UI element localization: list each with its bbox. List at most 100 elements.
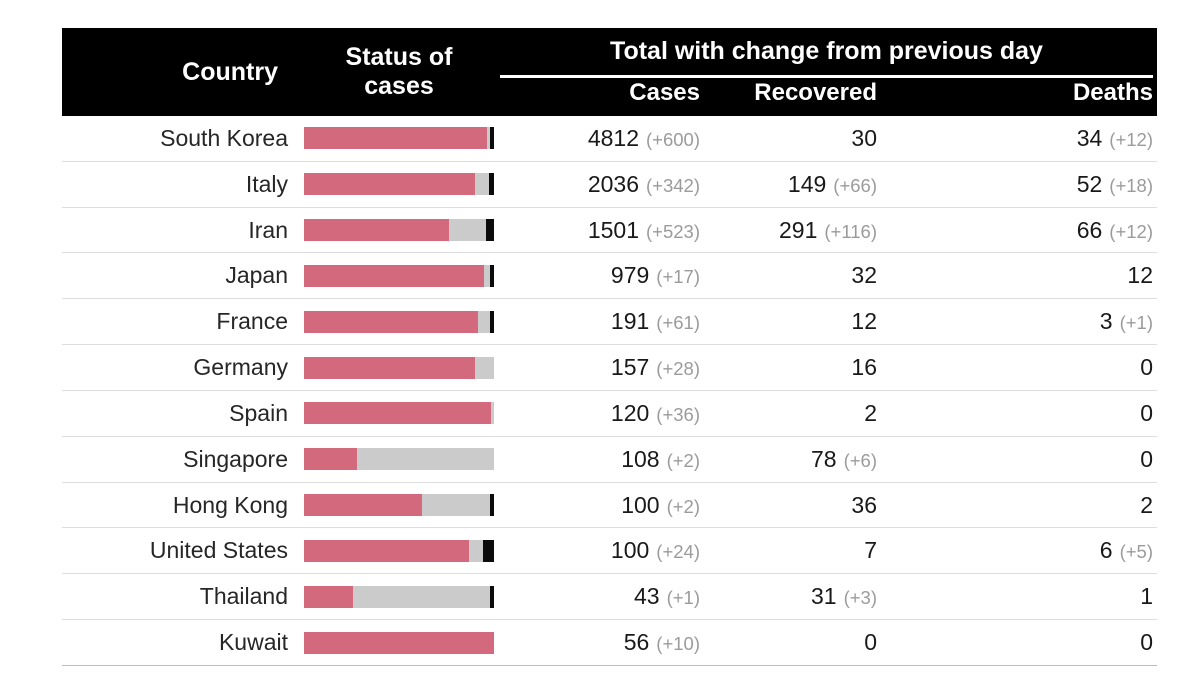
country-label: Italy	[245, 170, 288, 197]
status-bar-cell	[304, 631, 494, 654]
recovered-value: 31	[810, 583, 837, 610]
table-row: Thailand 43 (+1) 31 (+3) 1	[62, 574, 1157, 621]
table-row: France 191 (+61) 12 3 (+1)	[62, 299, 1157, 346]
status-stacked-bar	[304, 264, 494, 287]
cases-value: 191	[610, 308, 650, 335]
deaths-bar-segment	[482, 539, 494, 562]
column-header-recovered: Recovered	[754, 79, 877, 106]
country-label: Singapore	[183, 445, 288, 472]
recovered-bar-segment	[490, 402, 494, 425]
cases-change: (+1)	[666, 587, 700, 609]
status-stacked-bar	[304, 631, 494, 654]
column-group-header-total: Total with change from previous day	[500, 37, 1153, 78]
status-bar-cell	[304, 219, 494, 242]
cases-value: 979	[610, 262, 650, 289]
cases-value: 108	[621, 445, 660, 472]
status-header-line2: cases	[364, 72, 434, 100]
recovered-bar-segment	[478, 310, 490, 333]
recovered-value: 32	[851, 262, 877, 289]
deaths-value: 6	[1099, 537, 1113, 564]
recovered-bar-segment	[352, 585, 490, 608]
cases-change: (+10)	[656, 633, 700, 655]
table-row: Iran 1501 (+523) 291 (+116) 66 (+12)	[62, 208, 1157, 254]
status-bar-cell	[304, 127, 494, 150]
column-header-status-of-cases: Status of cases	[304, 28, 494, 116]
deaths-value: 52	[1076, 170, 1103, 197]
country-label: Germany	[193, 354, 288, 381]
recovered-value: 30	[851, 124, 877, 151]
deaths-value: 2	[1140, 491, 1153, 518]
column-header-cases: Cases	[629, 79, 700, 106]
deaths-cell: 1	[877, 583, 1153, 610]
active-cases-bar-segment	[304, 448, 357, 471]
active-cases-bar-segment	[304, 356, 475, 379]
status-bar-cell	[304, 356, 494, 379]
deaths-cell: 12	[877, 262, 1153, 289]
cases-cell: 157 (+28)	[494, 354, 700, 381]
recovered-change: (+116)	[824, 220, 877, 242]
status-bar-cell	[304, 494, 494, 517]
recovered-cell: 32	[700, 262, 877, 289]
status-bar-cell	[304, 539, 494, 562]
status-stacked-bar	[304, 356, 494, 379]
active-cases-bar-segment	[304, 310, 479, 333]
recovered-change: (+3)	[843, 587, 877, 609]
deaths-bar-segment	[489, 585, 494, 608]
recovered-cell: 30	[700, 125, 877, 152]
recovered-cell: 291 (+116)	[700, 217, 877, 244]
deaths-cell: 34 (+12)	[877, 125, 1153, 152]
table-row: Italy 2036 (+342) 149 (+66) 52 (+18)	[62, 162, 1157, 208]
cases-cell: 979 (+17)	[494, 262, 700, 289]
status-stacked-bar	[304, 585, 494, 608]
active-cases-bar-segment	[304, 494, 422, 517]
active-cases-bar-segment	[304, 402, 491, 425]
deaths-cell: 6 (+5)	[877, 537, 1153, 564]
deaths-value: 34	[1076, 124, 1103, 151]
deaths-bar-segment	[490, 310, 494, 333]
cases-change: (+2)	[666, 449, 700, 471]
recovered-change: (+6)	[843, 449, 877, 471]
active-cases-bar-segment	[304, 539, 470, 562]
cases-cell: 56 (+10)	[494, 629, 700, 656]
recovered-value: 2	[864, 399, 877, 426]
status-stacked-bar	[304, 402, 494, 425]
active-cases-bar-segment	[304, 631, 494, 654]
country-label: Kuwait	[218, 629, 288, 656]
recovered-bar-segment	[356, 448, 494, 471]
cases-value: 2036	[587, 170, 639, 197]
cases-change: (+36)	[656, 403, 700, 425]
deaths-value: 0	[1140, 445, 1153, 472]
cases-cell: 2036 (+342)	[494, 171, 700, 198]
recovered-cell: 2	[700, 400, 877, 427]
table-row: Hong Kong 100 (+2) 36 2	[62, 483, 1157, 529]
recovered-bar-segment	[487, 127, 490, 150]
status-stacked-bar	[304, 539, 494, 562]
recovered-change: (+66)	[833, 174, 877, 196]
deaths-bar-segment	[490, 127, 494, 150]
recovered-cell: 0	[700, 629, 877, 656]
deaths-cell: 0	[877, 446, 1153, 473]
country-label: France	[216, 308, 288, 335]
cases-value: 100	[610, 537, 650, 564]
country-label: Hong Kong	[172, 491, 288, 518]
cases-cell: 4812 (+600)	[494, 125, 700, 152]
deaths-bar-segment	[489, 173, 494, 196]
cases-change: (+342)	[646, 174, 700, 196]
cases-cell: 100 (+2)	[494, 492, 700, 519]
cases-cell: 100 (+24)	[494, 537, 700, 564]
cases-change: (+600)	[646, 128, 700, 150]
deaths-cell: 0	[877, 629, 1153, 656]
recovered-cell: 36	[700, 492, 877, 519]
recovered-value: 16	[851, 354, 877, 381]
cases-change: (+2)	[666, 495, 700, 517]
cases-change: (+523)	[646, 220, 700, 242]
status-stacked-bar	[304, 173, 494, 196]
cases-value: 120	[610, 399, 650, 426]
deaths-change: (+12)	[1109, 220, 1153, 242]
recovered-bar-segment	[474, 356, 494, 379]
cases-value: 100	[621, 491, 660, 518]
status-stacked-bar	[304, 219, 494, 242]
column-header-country: Country	[182, 57, 278, 86]
recovered-value: 291	[779, 216, 818, 243]
status-bar-cell	[304, 402, 494, 425]
